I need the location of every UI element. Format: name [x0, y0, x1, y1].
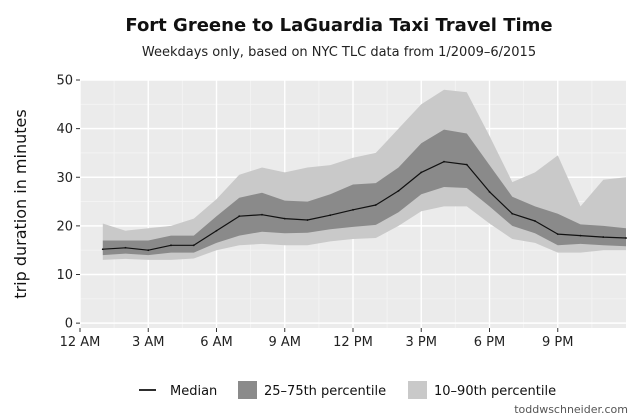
y-tick-label: 40	[56, 122, 73, 137]
y-tick-label: 30	[56, 171, 73, 186]
median-point	[534, 220, 536, 222]
median-point	[511, 212, 514, 215]
legend-key-25-75	[238, 381, 257, 399]
y-axis-ticks: 0 10 20 30 40 50	[56, 74, 80, 332]
median-point	[283, 217, 286, 220]
percentile-bands	[102, 89, 627, 260]
median-line-group	[101, 160, 627, 252]
legend-key-10-90	[408, 381, 427, 399]
median-point	[147, 249, 150, 252]
x-tick-label: 12 AM	[60, 335, 101, 350]
median-point	[352, 208, 354, 211]
x-axis-ticks: 12 AM 3 AM 6 AM 9 AM 12 PM 3 PM 6 PM 9 PM	[60, 328, 573, 350]
x-tick-label: 9 PM	[542, 335, 573, 350]
median-point	[397, 189, 400, 192]
median-point	[101, 248, 104, 251]
median-point	[124, 246, 127, 249]
median-point	[215, 229, 218, 232]
median-point	[374, 204, 377, 206]
x-tick-label: 6 PM	[474, 335, 505, 350]
chart-title: Fort Greene to LaGuardia Taxi Travel Tim…	[125, 15, 552, 36]
median-point	[238, 215, 241, 218]
median-point	[488, 190, 491, 193]
median-point	[192, 244, 195, 247]
x-tick-label: 6 AM	[200, 335, 233, 350]
median-point	[579, 234, 582, 237]
y-axis-title: trip duration in minutes	[11, 109, 30, 298]
legend-label: 25–75th percentile	[264, 384, 386, 399]
median-point	[556, 233, 559, 236]
band-25-75-percentile	[102, 129, 627, 256]
legend: Median 25–75th percentile 10–90th percenti…	[139, 381, 556, 399]
legend-label: Median	[170, 384, 217, 399]
median-point	[465, 163, 468, 166]
y-tick-label: 10	[56, 268, 73, 283]
median-line	[102, 161, 627, 251]
x-tick-label: 3 AM	[132, 335, 165, 350]
median-point	[329, 214, 332, 217]
credit-text: toddwschneider.com	[514, 403, 628, 416]
median-point	[170, 244, 172, 247]
median-point	[443, 160, 445, 163]
median-point	[602, 236, 605, 238]
legend-label: 10–90th percentile	[434, 384, 556, 399]
y-tick-label: 0	[65, 317, 73, 332]
median-point	[306, 219, 309, 221]
x-tick-label: 9 AM	[268, 335, 301, 350]
median-point	[261, 213, 263, 216]
median-point	[420, 171, 423, 174]
y-tick-label: 50	[56, 74, 73, 89]
median-point	[625, 237, 627, 239]
x-tick-label: 12 PM	[333, 335, 373, 350]
chart-subtitle: Weekdays only, based on NYC TLC data fro…	[142, 45, 536, 60]
y-tick-label: 20	[56, 219, 73, 234]
x-tick-label: 3 PM	[406, 335, 437, 350]
